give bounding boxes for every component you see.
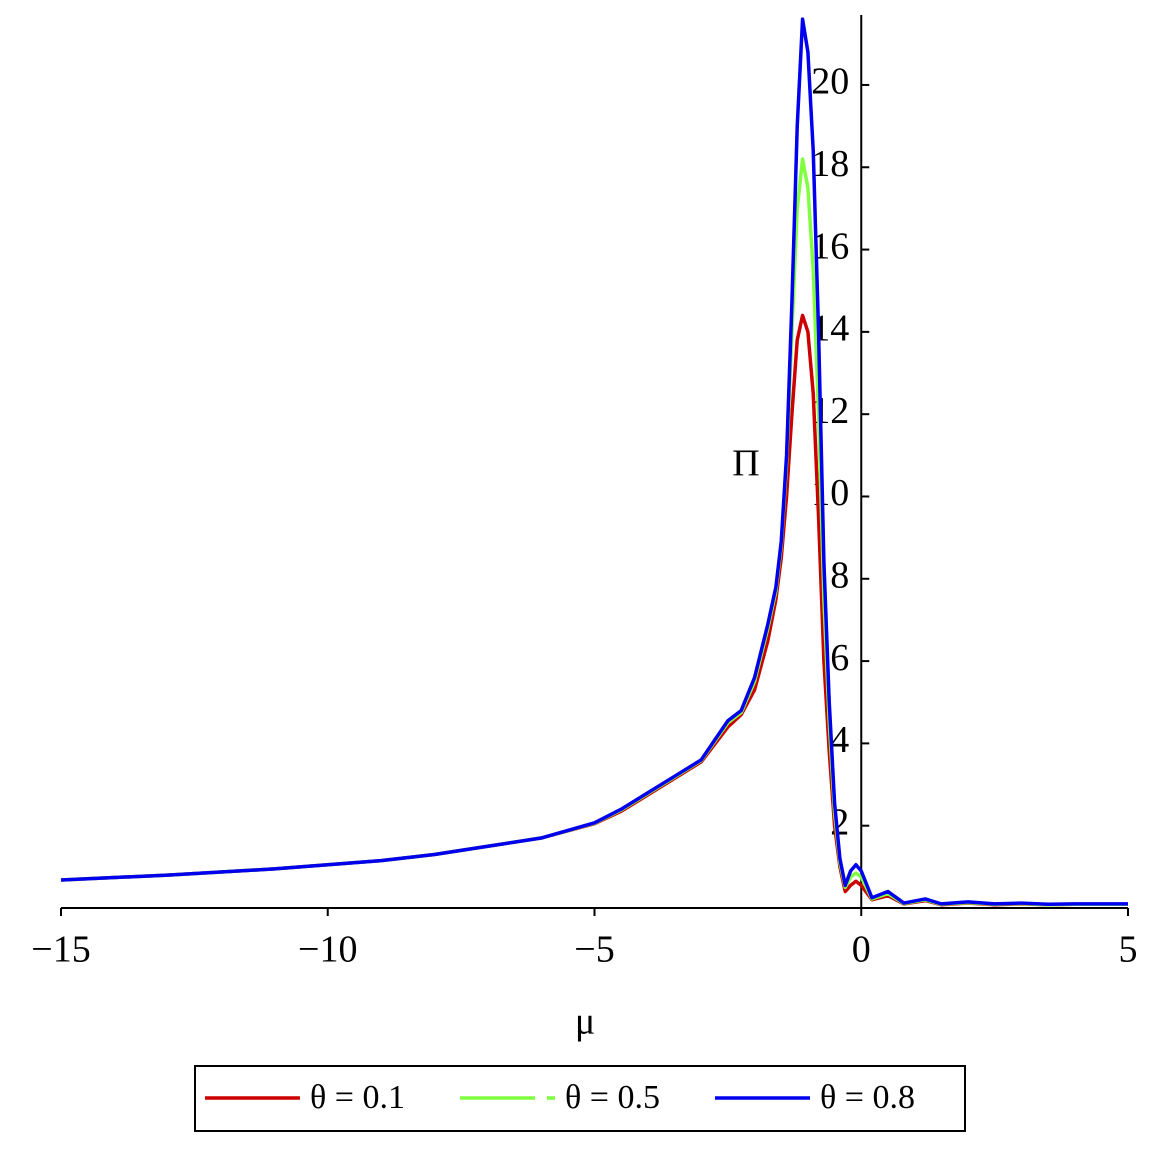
- x-tick-label: 0: [852, 929, 871, 971]
- series-line: [60, 157, 1128, 907]
- legend-label: θ = 0.1: [310, 1079, 405, 1116]
- legend-label: θ = 0.8: [820, 1079, 915, 1116]
- y-tick-label: 4: [830, 719, 849, 761]
- y-tick-label: 6: [830, 637, 849, 679]
- x-tick-label: 5: [1119, 929, 1138, 971]
- y-tick-label: 18: [811, 143, 849, 185]
- y-tick-label: 20: [811, 61, 849, 103]
- legend-box: [194, 1065, 966, 1132]
- x-tick-label: −5: [574, 929, 614, 971]
- x-tick-label: −15: [31, 929, 90, 971]
- x-tick-label: −10: [298, 929, 357, 971]
- y-axis-label: Π: [732, 443, 759, 485]
- legend-label: θ = 0.5: [565, 1079, 660, 1116]
- series-line: [60, 313, 1128, 907]
- x-axis-label: μ: [575, 1001, 595, 1043]
- y-tick-label: 8: [830, 555, 849, 597]
- series-line: [60, 17, 1128, 907]
